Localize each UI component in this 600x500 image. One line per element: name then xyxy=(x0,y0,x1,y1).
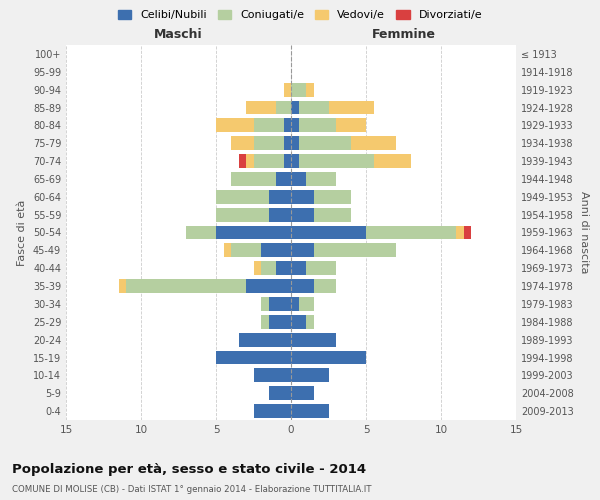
Bar xyxy=(291,315,306,329)
Bar xyxy=(254,154,284,168)
Bar xyxy=(246,100,276,114)
Bar xyxy=(276,261,291,275)
Bar xyxy=(291,368,329,382)
Bar xyxy=(314,244,396,258)
Bar xyxy=(276,100,291,114)
Bar xyxy=(246,279,291,293)
Bar xyxy=(291,386,314,400)
Bar xyxy=(291,190,314,204)
Bar xyxy=(291,244,314,258)
Bar xyxy=(254,118,284,132)
Bar xyxy=(306,172,336,186)
Bar xyxy=(216,208,269,222)
Bar xyxy=(261,244,291,258)
Bar xyxy=(291,118,299,132)
Y-axis label: Fasce di età: Fasce di età xyxy=(17,200,27,266)
Bar xyxy=(239,332,291,346)
Bar xyxy=(291,100,299,114)
Text: Popolazione per età, sesso e stato civile - 2014: Popolazione per età, sesso e stato civil… xyxy=(12,462,366,475)
Bar xyxy=(314,190,351,204)
Bar xyxy=(269,190,291,204)
Bar xyxy=(299,297,314,311)
Text: COMUNE DI MOLISE (CB) - Dati ISTAT 1° gennaio 2014 - Elaborazione TUTTITALIA.IT: COMUNE DI MOLISE (CB) - Dati ISTAT 1° ge… xyxy=(12,485,371,494)
Bar xyxy=(216,226,291,239)
Bar xyxy=(314,279,336,293)
Bar xyxy=(119,279,126,293)
Bar xyxy=(269,297,291,311)
Bar xyxy=(269,315,291,329)
Bar xyxy=(223,244,231,258)
Bar xyxy=(336,118,366,132)
Bar xyxy=(291,332,336,346)
Bar xyxy=(291,154,299,168)
Bar xyxy=(373,154,411,168)
Bar xyxy=(126,279,246,293)
Bar xyxy=(284,136,291,150)
Bar xyxy=(329,100,373,114)
Bar xyxy=(291,208,314,222)
Bar xyxy=(261,261,276,275)
Bar xyxy=(261,315,269,329)
Bar xyxy=(351,136,396,150)
Bar xyxy=(216,190,269,204)
Bar xyxy=(314,208,351,222)
Bar xyxy=(276,172,291,186)
Bar xyxy=(254,404,291,418)
Bar xyxy=(261,297,269,311)
Bar xyxy=(299,118,336,132)
Bar xyxy=(269,208,291,222)
Bar xyxy=(254,136,284,150)
Bar xyxy=(291,261,306,275)
Bar xyxy=(269,386,291,400)
Bar xyxy=(239,154,246,168)
Bar xyxy=(291,172,306,186)
Legend: Celibi/Nubili, Coniugati/e, Vedovi/e, Divorziati/e: Celibi/Nubili, Coniugati/e, Vedovi/e, Di… xyxy=(113,6,487,25)
Bar xyxy=(254,261,261,275)
Bar xyxy=(456,226,464,239)
Text: Femmine: Femmine xyxy=(371,28,436,42)
Bar xyxy=(464,226,471,239)
Y-axis label: Anni di nascita: Anni di nascita xyxy=(579,191,589,274)
Bar xyxy=(284,82,291,96)
Bar xyxy=(291,350,366,364)
Bar xyxy=(231,244,261,258)
Bar xyxy=(291,82,306,96)
Bar xyxy=(254,368,291,382)
Bar xyxy=(186,226,216,239)
Bar xyxy=(366,226,456,239)
Bar xyxy=(299,100,329,114)
Bar xyxy=(291,136,299,150)
Bar xyxy=(231,172,276,186)
Bar xyxy=(216,118,254,132)
Bar xyxy=(291,279,314,293)
Bar xyxy=(231,136,254,150)
Bar xyxy=(299,154,373,168)
Text: Maschi: Maschi xyxy=(154,28,203,42)
Bar xyxy=(284,118,291,132)
Bar xyxy=(216,350,291,364)
Bar xyxy=(299,136,351,150)
Bar xyxy=(306,261,336,275)
Bar xyxy=(291,404,329,418)
Bar xyxy=(246,154,254,168)
Bar xyxy=(306,315,314,329)
Bar xyxy=(284,154,291,168)
Bar xyxy=(291,226,366,239)
Bar xyxy=(306,82,314,96)
Bar xyxy=(291,297,299,311)
